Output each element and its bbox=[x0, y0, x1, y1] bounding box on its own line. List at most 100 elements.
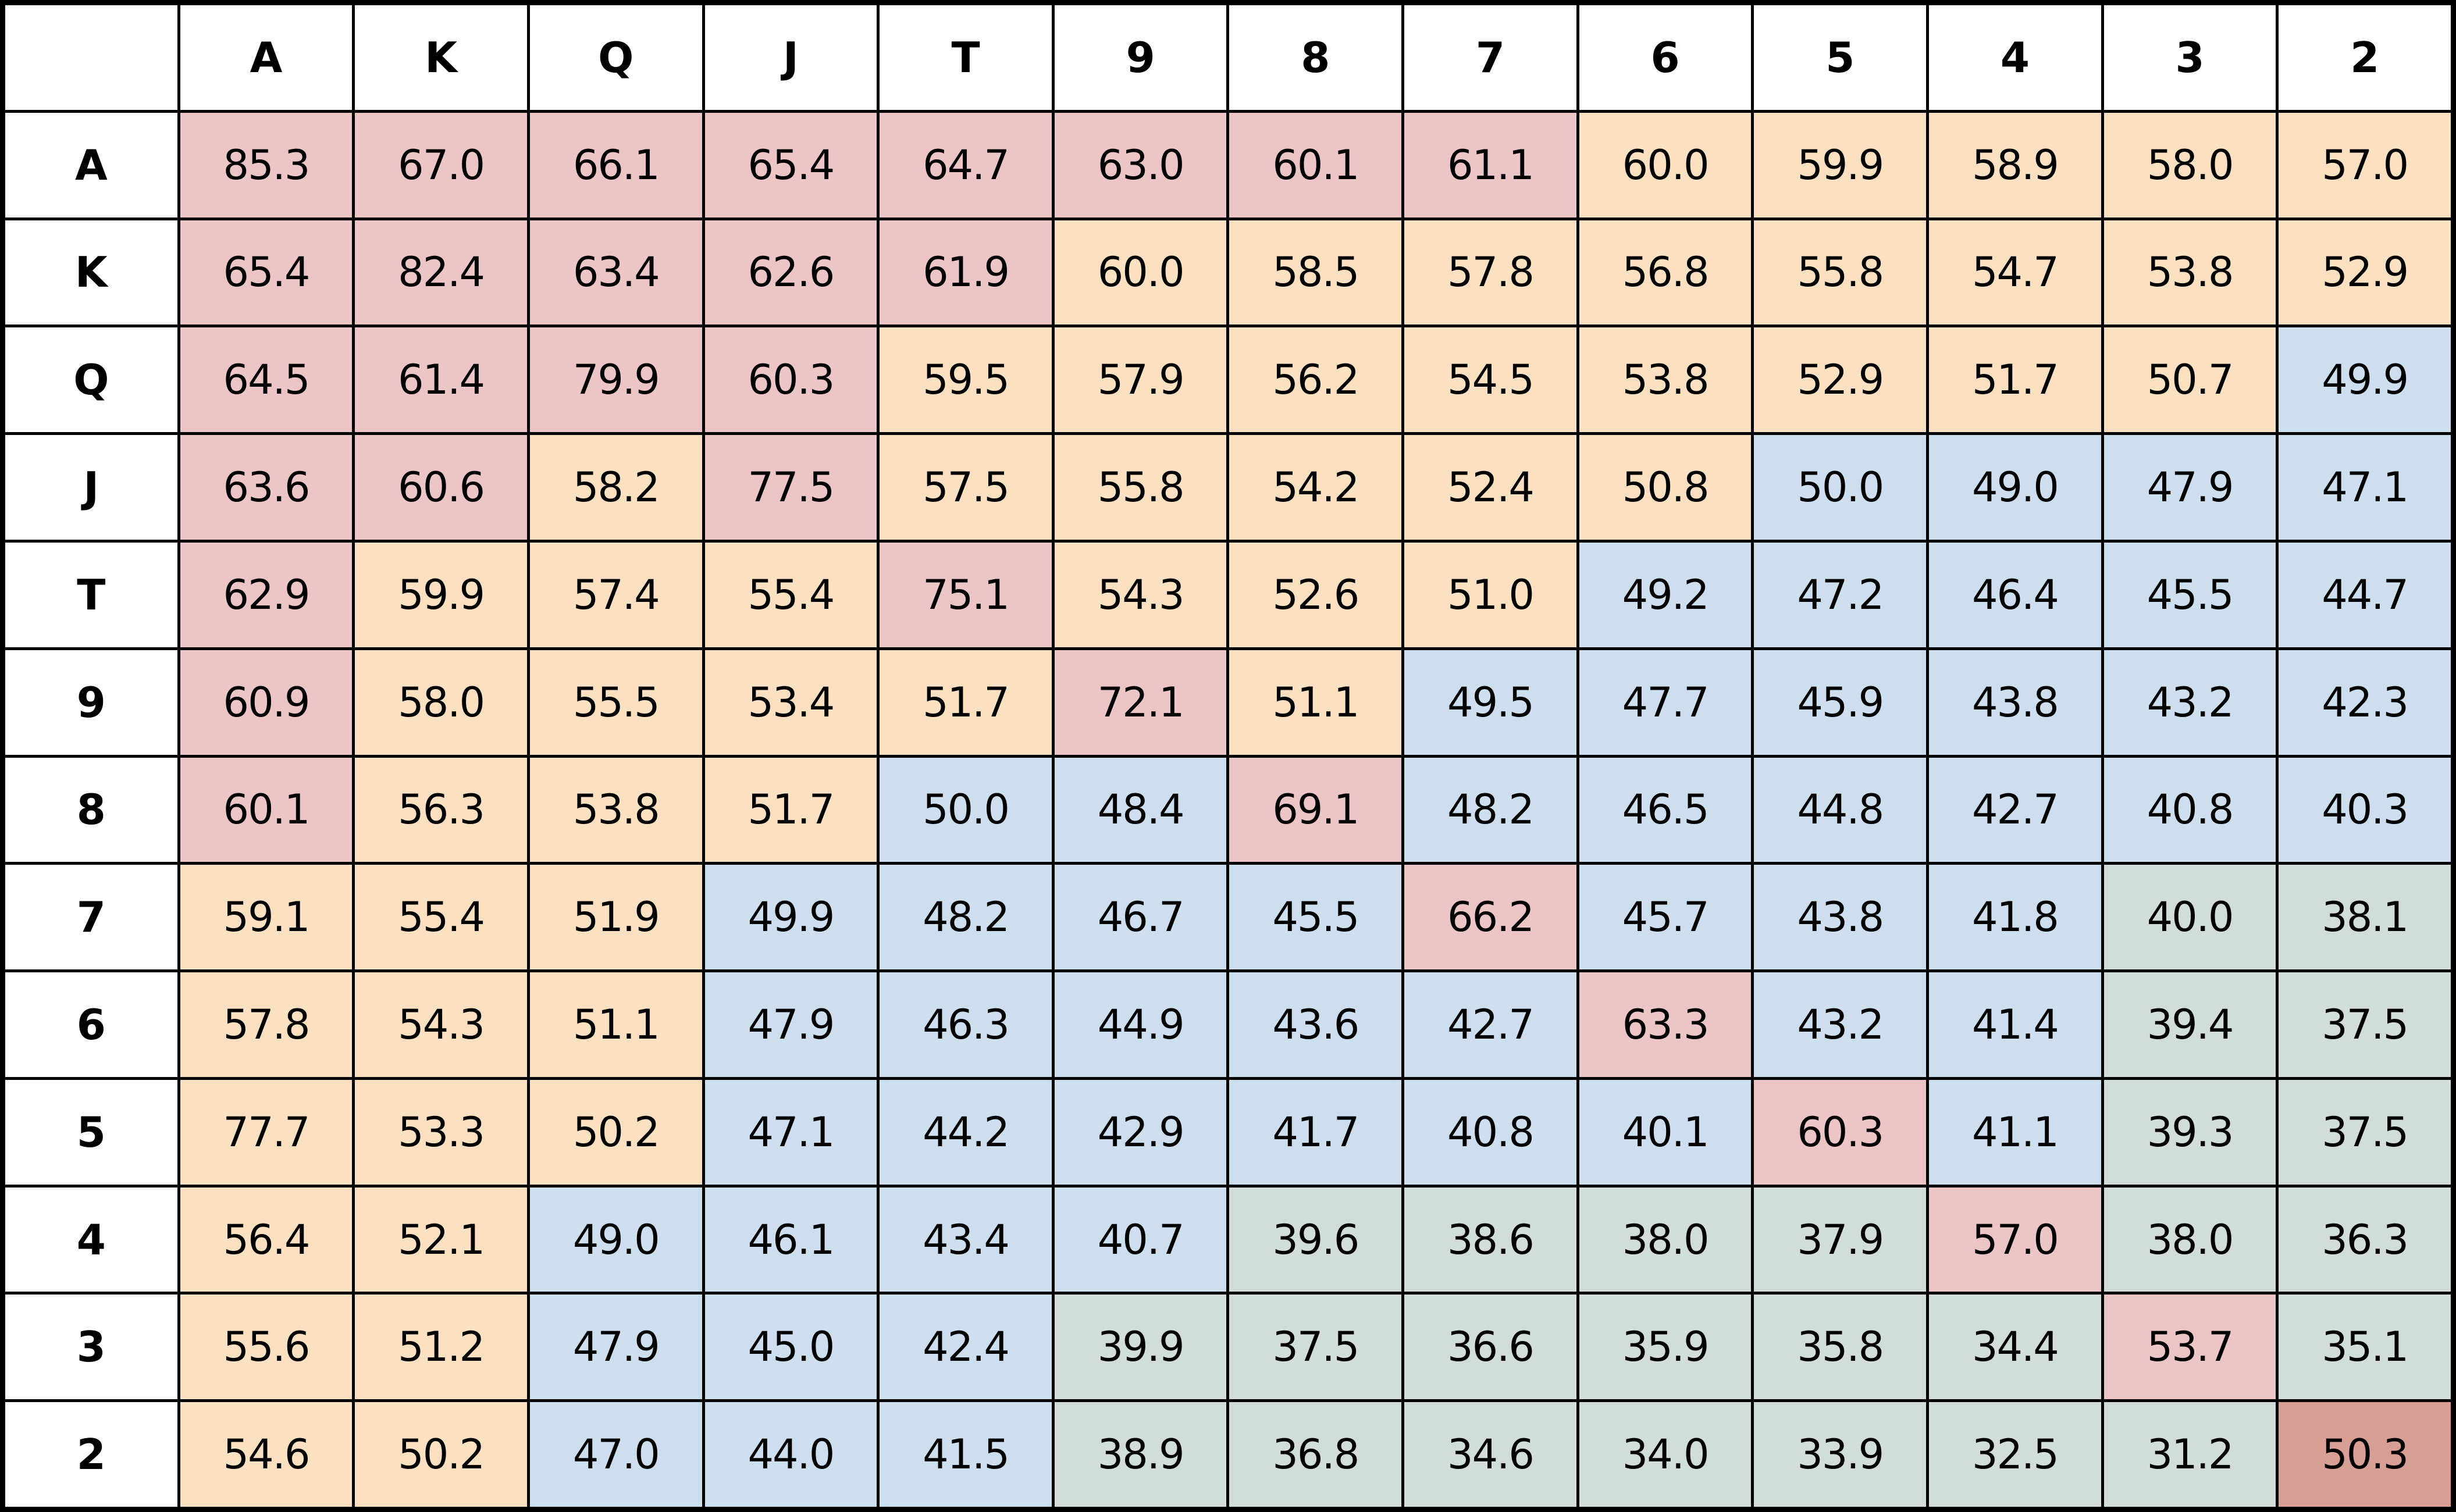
heatmap-cell-7-T: 48.2 bbox=[880, 865, 1052, 970]
heatmap-cell-T-K: 59.9 bbox=[355, 542, 527, 647]
heatmap-cell-6-A: 57.8 bbox=[180, 972, 353, 1077]
heatmap-cell-A-A: 85.3 bbox=[180, 112, 353, 217]
heatmap-cell-7-J: 49.9 bbox=[704, 865, 877, 970]
heatmap-cell-7-K: 55.4 bbox=[355, 865, 527, 970]
col-header-5: 5 bbox=[1754, 5, 1927, 110]
heatmap-cell-4-2: 36.3 bbox=[2279, 1187, 2451, 1292]
col-header-T: T bbox=[880, 5, 1052, 110]
heatmap-cell-J-3: 47.9 bbox=[2103, 435, 2276, 540]
heatmap-cell-4-4: 57.0 bbox=[1929, 1187, 2101, 1292]
heatmap-cell-3-3: 53.7 bbox=[2103, 1295, 2276, 1400]
heatmap-cell-Q-K: 61.4 bbox=[355, 327, 527, 433]
heatmap-cell-J-8: 54.2 bbox=[1229, 435, 1402, 540]
heatmap-cell-K-Q: 63.4 bbox=[529, 220, 702, 325]
row-header-2: 2 bbox=[5, 1402, 177, 1507]
heatmap-cell-5-9: 42.9 bbox=[1054, 1079, 1227, 1185]
col-header-Q: Q bbox=[529, 5, 702, 110]
col-header-2: 2 bbox=[2279, 5, 2451, 110]
heatmap-cell-2-8: 36.8 bbox=[1229, 1402, 1402, 1507]
heatmap-cell-T-4: 46.4 bbox=[1929, 542, 2101, 647]
heatmap-cell-6-Q: 51.1 bbox=[529, 972, 702, 1077]
heatmap-cell-7-4: 41.8 bbox=[1929, 865, 2101, 970]
col-header-A: A bbox=[180, 5, 353, 110]
heatmap-cell-8-3: 40.8 bbox=[2103, 757, 2276, 862]
heatmap-cell-Q-T: 59.5 bbox=[880, 327, 1052, 433]
heatmap-cell-3-6: 35.9 bbox=[1579, 1295, 1752, 1400]
heatmap-cell-3-8: 37.5 bbox=[1229, 1295, 1402, 1400]
heatmap-cell-Q-6: 53.8 bbox=[1579, 327, 1752, 433]
heatmap-cell-A-4: 58.9 bbox=[1929, 112, 2101, 217]
heatmap-cell-8-5: 44.8 bbox=[1754, 757, 1927, 862]
heatmap-cell-J-K: 60.6 bbox=[355, 435, 527, 540]
heatmap-cell-9-5: 45.9 bbox=[1754, 650, 1927, 755]
heatmap-cell-K-4: 54.7 bbox=[1929, 220, 2101, 325]
heatmap-cell-Q-2: 49.9 bbox=[2279, 327, 2451, 433]
heatmap-cell-2-7: 34.6 bbox=[1404, 1402, 1576, 1507]
heatmap-cell-7-3: 40.0 bbox=[2103, 865, 2276, 970]
heatmap-cell-Q-3: 50.7 bbox=[2103, 327, 2276, 433]
heatmap-cell-A-9: 63.0 bbox=[1054, 112, 1227, 217]
heatmap-cell-5-4: 41.1 bbox=[1929, 1079, 2101, 1185]
heatmap-cell-2-K: 50.2 bbox=[355, 1402, 527, 1507]
heatmap-cell-9-J: 53.4 bbox=[704, 650, 877, 755]
heatmap-cell-Q-8: 56.2 bbox=[1229, 327, 1402, 433]
heatmap-cell-J-9: 55.8 bbox=[1054, 435, 1227, 540]
heatmap-cell-J-A: 63.6 bbox=[180, 435, 353, 540]
heatmap-cell-K-7: 57.8 bbox=[1404, 220, 1576, 325]
heatmap-cell-5-6: 40.1 bbox=[1579, 1079, 1752, 1185]
col-header-8: 8 bbox=[1229, 5, 1402, 110]
row-header-4: 4 bbox=[5, 1187, 177, 1292]
heatmap-cell-2-6: 34.0 bbox=[1579, 1402, 1752, 1507]
heatmap-cell-9-4: 43.8 bbox=[1929, 650, 2101, 755]
heatmap-cell-5-3: 39.3 bbox=[2103, 1079, 2276, 1185]
col-header-9: 9 bbox=[1054, 5, 1227, 110]
heatmap-cell-7-Q: 51.9 bbox=[529, 865, 702, 970]
col-header-K: K bbox=[355, 5, 527, 110]
heatmap-cell-T-3: 45.5 bbox=[2103, 542, 2276, 647]
heatmap-cell-6-4: 41.4 bbox=[1929, 972, 2101, 1077]
heatmap-cell-7-7: 66.2 bbox=[1404, 865, 1576, 970]
heatmap-cell-Q-J: 60.3 bbox=[704, 327, 877, 433]
heatmap-cell-9-6: 47.7 bbox=[1579, 650, 1752, 755]
heatmap-cell-8-8: 69.1 bbox=[1229, 757, 1402, 862]
heatmap-cell-5-T: 44.2 bbox=[880, 1079, 1052, 1185]
heatmap-cell-Q-Q: 79.9 bbox=[529, 327, 702, 433]
heatmap-cell-A-K: 67.0 bbox=[355, 112, 527, 217]
heatmap-cell-J-7: 52.4 bbox=[1404, 435, 1576, 540]
heatmap-cell-K-2: 52.9 bbox=[2279, 220, 2451, 325]
heatmap-cell-6-2: 37.5 bbox=[2279, 972, 2451, 1077]
heatmap-cell-A-Q: 66.1 bbox=[529, 112, 702, 217]
heatmap-cell-6-8: 43.6 bbox=[1229, 972, 1402, 1077]
heatmap-cell-8-T: 50.0 bbox=[880, 757, 1052, 862]
heatmap-cell-J-T: 57.5 bbox=[880, 435, 1052, 540]
heatmap-cell-T-2: 44.7 bbox=[2279, 542, 2451, 647]
heatmap-cell-A-8: 60.1 bbox=[1229, 112, 1402, 217]
heatmap-cell-J-6: 50.8 bbox=[1579, 435, 1752, 540]
heatmap-cell-K-3: 53.8 bbox=[2103, 220, 2276, 325]
row-header-T: T bbox=[5, 542, 177, 647]
heatmap-cell-2-A: 54.6 bbox=[180, 1402, 353, 1507]
heatmap-cell-3-Q: 47.9 bbox=[529, 1295, 702, 1400]
heatmap-cell-4-Q: 49.0 bbox=[529, 1187, 702, 1292]
heatmap-cell-A-J: 65.4 bbox=[704, 112, 877, 217]
heatmap-cell-3-9: 39.9 bbox=[1054, 1295, 1227, 1400]
heatmap-cell-7-5: 43.8 bbox=[1754, 865, 1927, 970]
heatmap-cell-2-9: 38.9 bbox=[1054, 1402, 1227, 1507]
heatmap-cell-4-J: 46.1 bbox=[704, 1187, 877, 1292]
heatmap-cell-A-7: 61.1 bbox=[1404, 112, 1576, 217]
heatmap-cell-6-5: 43.2 bbox=[1754, 972, 1927, 1077]
heatmap-cell-7-6: 45.7 bbox=[1579, 865, 1752, 970]
heatmap-cell-K-6: 56.8 bbox=[1579, 220, 1752, 325]
heatmap-cell-3-4: 34.4 bbox=[1929, 1295, 2101, 1400]
heatmap-cell-4-7: 38.6 bbox=[1404, 1187, 1576, 1292]
heatmap-cell-4-5: 37.9 bbox=[1754, 1187, 1927, 1292]
heatmap-cell-3-J: 45.0 bbox=[704, 1295, 877, 1400]
heatmap-cell-7-9: 46.7 bbox=[1054, 865, 1227, 970]
heatmap-cell-K-T: 61.9 bbox=[880, 220, 1052, 325]
heatmap-cell-9-9: 72.1 bbox=[1054, 650, 1227, 755]
row-header-3: 3 bbox=[5, 1295, 177, 1400]
heatmap-cell-Q-A: 64.5 bbox=[180, 327, 353, 433]
heatmap-cell-A-6: 60.0 bbox=[1579, 112, 1752, 217]
heatmap-cell-K-K: 82.4 bbox=[355, 220, 527, 325]
heatmap-cell-J-5: 50.0 bbox=[1754, 435, 1927, 540]
